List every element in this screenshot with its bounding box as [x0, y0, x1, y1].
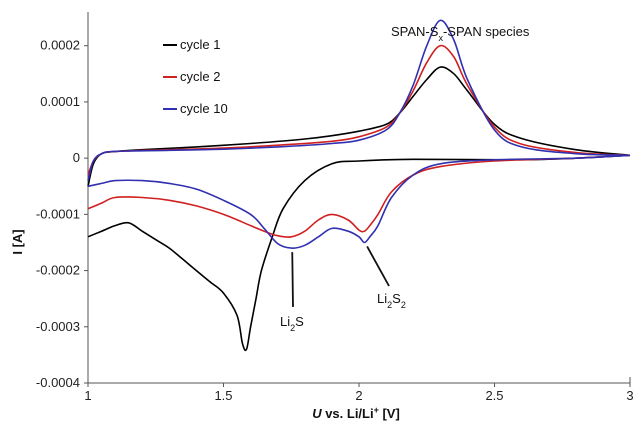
series-cycle-1-cathodic	[87, 154, 631, 352]
y-axis-ticks: 0.0002 0.0001 0 -0.0001 -0.0002 -0.0003 -0.000…	[36, 38, 88, 390]
x-axis-title-sup: +	[374, 405, 379, 415]
series-layer	[87, 19, 631, 352]
series-cycle-10-cathodic	[87, 154, 631, 249]
series-cycle-10-anodic	[87, 19, 631, 181]
annotation-text: Li	[280, 314, 290, 329]
annotation-text: S	[392, 291, 401, 306]
series-cycle-1-anodic	[87, 66, 631, 187]
y-tick-label: 0.0002	[40, 38, 80, 53]
annotation-li2s2: Li2S2	[377, 291, 406, 310]
y-axis-title: I [A]	[10, 229, 25, 254]
x-tick-label: 2.5	[485, 388, 503, 403]
annotation-li2s2-pointer	[366, 246, 390, 287]
y-tick-label: -0.0002	[36, 263, 80, 278]
legend-label: cycle 10	[180, 101, 228, 116]
series-cycle-2-cathodic	[87, 154, 631, 238]
x-axis-title-unit: [V]	[379, 406, 400, 421]
annotation-subscript: x	[438, 33, 443, 43]
legend-label: cycle 1	[180, 37, 220, 52]
annotation-text: S	[295, 314, 304, 329]
annotation-subscript: 2	[387, 300, 392, 310]
x-axis-ticks: 1 1.5 2 2.5 3	[84, 383, 634, 403]
y-tick-label: -0.0001	[36, 206, 80, 221]
annotation-text: -SPAN species	[443, 24, 530, 39]
x-tick-label: 2	[355, 388, 362, 403]
legend: cycle 1 cycle 2 cycle 10	[163, 37, 228, 116]
x-tick-label: 1.5	[214, 388, 232, 403]
annotation-subscript: 2	[290, 323, 295, 333]
x-tick-label: 1	[84, 388, 91, 403]
x-axis-title-var: U	[312, 406, 322, 421]
series-cycle-2-anodic	[87, 44, 631, 176]
legend-label: cycle 2	[180, 69, 220, 84]
annotation-span-species: SPAN-Sx-SPAN species	[391, 24, 530, 43]
x-tick-label: 3	[626, 388, 633, 403]
y-tick-label: -0.0003	[36, 319, 80, 334]
plot-area	[87, 12, 631, 384]
y-tick-label: -0.0004	[36, 375, 80, 390]
y-tick-label: 0	[73, 150, 80, 165]
annotation-text: Li	[377, 291, 387, 306]
annotation-subscript: 2	[401, 300, 406, 310]
annotation-text: SPAN-S	[391, 24, 439, 39]
annotation-li2s: Li2S	[280, 314, 304, 333]
y-tick-label: 0.0001	[40, 94, 80, 109]
x-axis-title: U vs. Li/Li+ [V]	[312, 405, 400, 421]
x-axis-title-rest: vs. Li/Li	[322, 406, 374, 421]
annotation-li2s-pointer	[291, 252, 294, 308]
